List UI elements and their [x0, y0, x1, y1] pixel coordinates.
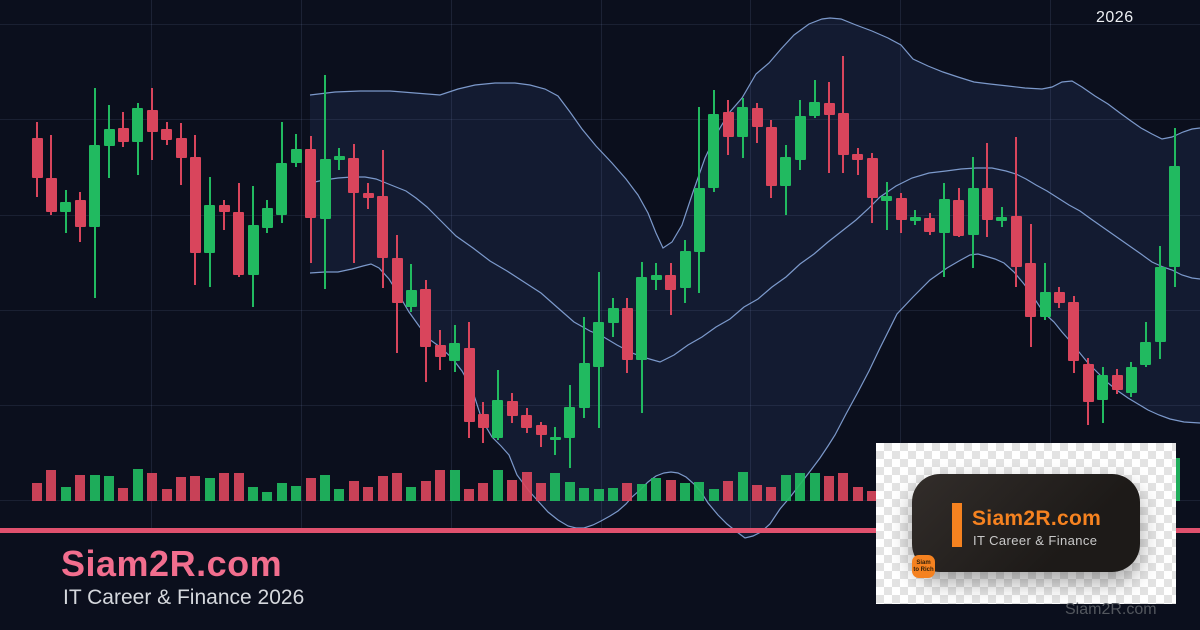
volume-bar — [608, 488, 618, 501]
volume-bar — [190, 476, 201, 501]
volume-bar — [680, 483, 690, 501]
gridline-vertical — [301, 0, 302, 528]
watermark-text: Siam2R.com — [1065, 601, 1157, 618]
volume-bar — [867, 491, 878, 501]
brand-title: Siam2R.com — [61, 543, 283, 584]
gridline-horizontal — [0, 24, 1200, 25]
volume-bar — [507, 480, 518, 501]
bollinger-upper-band — [309, 17, 1200, 249]
volume-bar — [219, 473, 230, 501]
volume-bar — [852, 487, 863, 501]
volume-bar — [651, 478, 662, 501]
logo-dark-panel: Siam2R.com IT Career & Finance — [912, 474, 1140, 572]
volume-bar — [104, 476, 114, 501]
volume-bar — [564, 482, 575, 501]
gridline-vertical — [900, 0, 901, 528]
volume-bar — [478, 483, 489, 501]
gridline-horizontal — [0, 405, 1200, 406]
volume-bar — [305, 478, 316, 501]
volume-bar — [593, 489, 604, 501]
volume-bar — [550, 473, 561, 501]
volume-bar — [766, 487, 777, 501]
volume-bar — [118, 488, 129, 501]
volume-bar — [276, 483, 287, 501]
volume-bar — [233, 473, 244, 501]
volume-bar — [824, 476, 834, 501]
volume-bar — [780, 475, 791, 501]
gridline-vertical — [451, 0, 452, 528]
year-annotation: 2026 — [1096, 9, 1134, 26]
bollinger-middle-band — [309, 167, 1200, 363]
volume-bar — [492, 470, 503, 501]
volume-bar — [694, 482, 705, 501]
volume-bar — [536, 483, 546, 501]
support-resistance-line — [0, 528, 1200, 533]
volume-bar — [176, 477, 186, 501]
volume-bar — [737, 472, 748, 501]
volume-bar — [204, 478, 215, 501]
gridline-vertical — [1050, 0, 1051, 528]
logo-accent-bar — [952, 503, 962, 547]
logo-tagline-text: IT Career & Finance — [973, 533, 1098, 548]
volume-bar — [75, 475, 86, 501]
volume-bar — [32, 483, 42, 501]
volume-bar — [723, 481, 734, 501]
volume-bar — [89, 475, 100, 501]
volume-bar — [248, 487, 258, 501]
volume-bar — [132, 469, 143, 501]
volume-bar — [464, 489, 474, 501]
badge-line2: to Rich — [913, 566, 934, 573]
volume-bar — [320, 475, 330, 501]
volume-bar — [348, 481, 359, 501]
volume-bar — [809, 473, 820, 501]
logo-brand-text: Siam2R.com — [972, 507, 1102, 530]
bollinger-fill-area — [310, 18, 1200, 538]
volume-bar — [708, 489, 719, 501]
gridline-vertical — [601, 0, 602, 528]
logo-card: Siam2R.com IT Career & Finance Siam to R… — [876, 443, 1176, 604]
volume-bar — [622, 483, 633, 501]
gridline-horizontal — [0, 310, 1200, 311]
volume-bar — [262, 492, 273, 501]
gridline-vertical — [750, 0, 751, 528]
volume-bar — [435, 470, 446, 501]
gridline-horizontal — [0, 215, 1200, 216]
volume-bar — [363, 487, 374, 501]
badge-line1: Siam — [916, 559, 931, 566]
brand-subtitle: IT Career & Finance 2026 — [63, 586, 305, 609]
volume-bar — [665, 480, 676, 501]
volume-bar — [161, 489, 172, 501]
volume-bar — [377, 476, 388, 501]
volume-bar — [636, 484, 647, 501]
volume-bar — [392, 473, 402, 501]
volume-bar — [147, 473, 158, 501]
volume-bar — [752, 485, 762, 501]
siam-to-rich-badge: Siam to Rich — [912, 555, 935, 578]
volume-bar — [795, 473, 806, 501]
volume-bar — [521, 472, 532, 501]
gridline-horizontal — [0, 119, 1200, 120]
volume-bar — [579, 488, 590, 501]
volume-bar — [46, 470, 57, 501]
volume-bar — [838, 473, 849, 501]
gridline-vertical — [151, 0, 152, 528]
volume-bar — [406, 487, 417, 501]
volume-bar — [334, 489, 345, 501]
volume-bar — [449, 470, 460, 501]
volume-bar — [291, 486, 302, 501]
volume-bar — [60, 487, 71, 501]
volume-bar — [420, 481, 431, 501]
